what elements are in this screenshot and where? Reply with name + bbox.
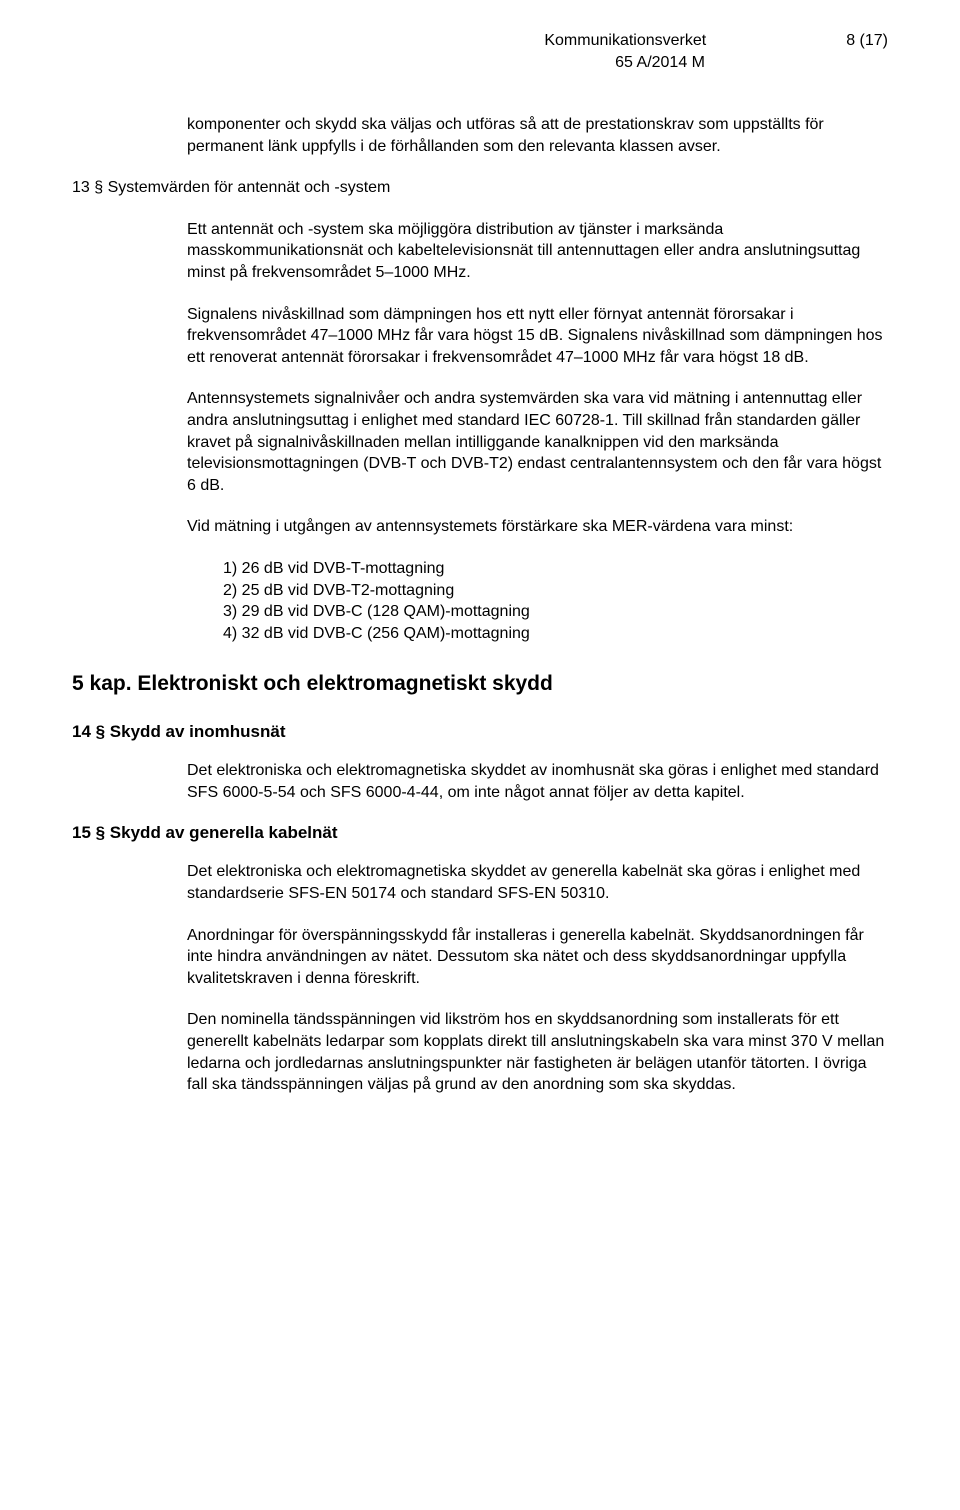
paragraph: komponenter och skydd ska väljas och utf… xyxy=(187,114,888,157)
section-13-list: 1) 26 dB vid DVB-T-mottagning 2) 25 dB v… xyxy=(223,558,888,644)
page-header-row: Kommunikationsverket 8 (17) xyxy=(72,32,888,50)
section-14-title: 14 § Skydd av inomhusnät xyxy=(72,722,888,742)
document-page: Kommunikationsverket 8 (17) 65 A/2014 M … xyxy=(0,0,960,1510)
body-block-intro: komponenter och skydd ska väljas och utf… xyxy=(187,114,888,157)
header-page-number: 8 (17) xyxy=(846,32,888,50)
section-15-title: 15 § Skydd av generella kabelnät xyxy=(72,823,888,843)
header-spacer xyxy=(705,54,888,72)
paragraph: Antennsystemets signalnivåer och andra s… xyxy=(187,388,888,496)
section-13-body: Ett antennät och -system ska möjliggöra … xyxy=(187,219,888,645)
list-item: 2) 25 dB vid DVB-T2-mottagning xyxy=(223,580,888,602)
paragraph: Ett antennät och -system ska möjliggöra … xyxy=(187,219,888,284)
header-org: Kommunikationsverket xyxy=(544,32,706,50)
paragraph: Vid mätning i utgången av antennsystemet… xyxy=(187,516,888,538)
section-14-body: Det elektroniska och elektromagnetiska s… xyxy=(187,760,888,803)
header-ref: 65 A/2014 M xyxy=(615,54,705,72)
chapter-5-title: 5 kap. Elektroniskt och elektromagnetisk… xyxy=(72,672,888,696)
list-item: 4) 32 dB vid DVB-C (256 QAM)-mottagning xyxy=(223,623,888,645)
page-header-subrow: 65 A/2014 M xyxy=(72,54,888,72)
paragraph: Signalens nivåskillnad som dämpningen ho… xyxy=(187,304,888,369)
list-item: 1) 26 dB vid DVB-T-mottagning xyxy=(223,558,888,580)
paragraph: Anordningar för överspänningsskydd får i… xyxy=(187,925,888,990)
section-13-title: 13 § Systemvärden för antennät och -syst… xyxy=(72,177,888,199)
paragraph: Det elektroniska och elektromagnetiska s… xyxy=(187,760,888,803)
paragraph: Den nominella tändsspänningen vid likstr… xyxy=(187,1009,888,1095)
paragraph: Det elektroniska och elektromagnetiska s… xyxy=(187,861,888,904)
section-15-body: Det elektroniska och elektromagnetiska s… xyxy=(187,861,888,1095)
list-item: 3) 29 dB vid DVB-C (128 QAM)-mottagning xyxy=(223,601,888,623)
